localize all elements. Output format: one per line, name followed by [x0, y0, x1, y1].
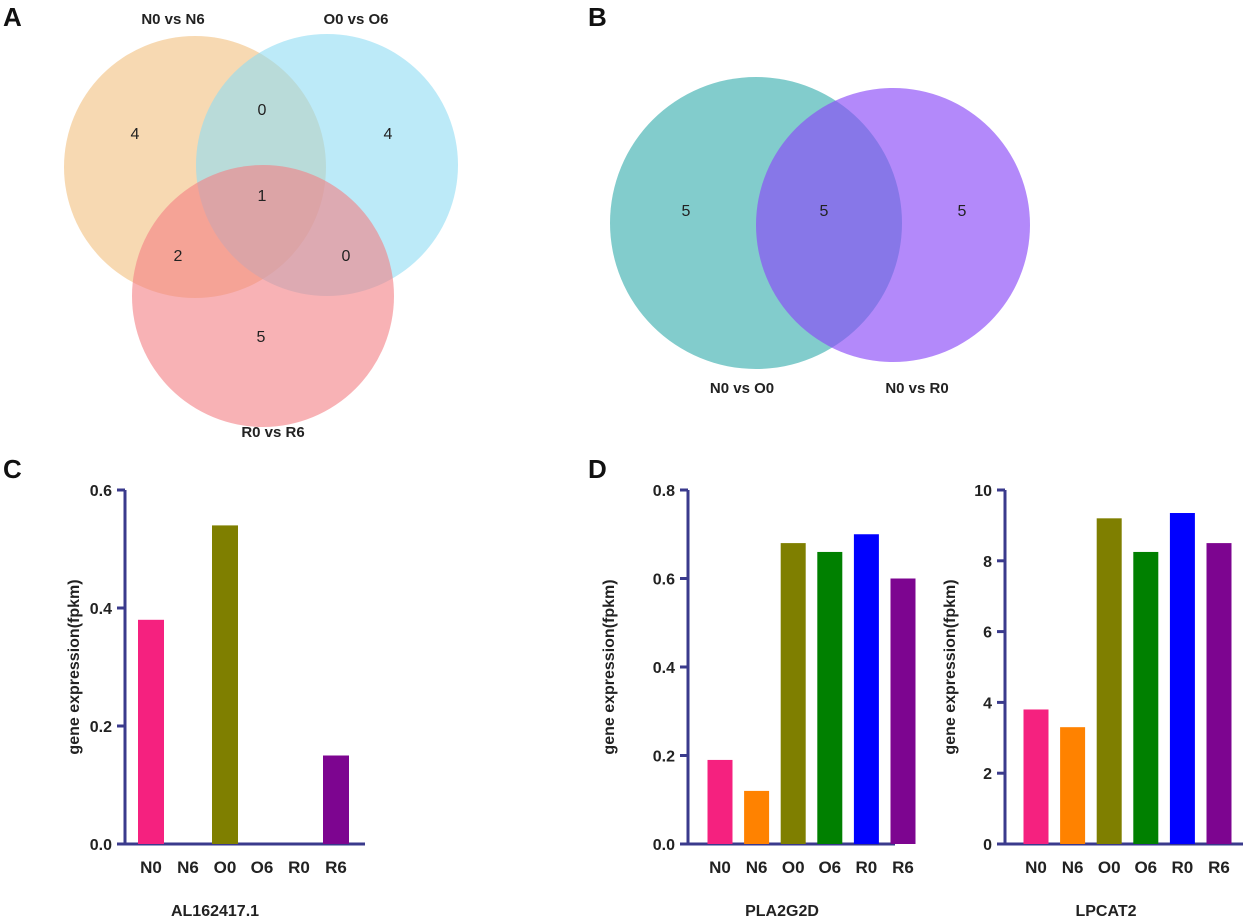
pla2g2d-bar-r6 — [890, 578, 916, 844]
venn-b-count-right-only: 5 — [958, 203, 967, 220]
pla2g2d-y-tick-label: 0.8 — [653, 483, 675, 500]
pla2g2d-x-tick-label: R6 — [892, 858, 914, 877]
pla2g2d-x-tick-label: N6 — [746, 858, 768, 877]
lpcat2-y-tick-label: 0 — [983, 837, 992, 854]
pla2g2d-bar-o6 — [817, 551, 843, 844]
panel-label-d: D — [588, 454, 607, 484]
lpcat2-x-tick-label: N0 — [1025, 858, 1047, 877]
al162417-1-y-tick-label: 0.0 — [90, 837, 112, 854]
venn-diagram-b: 5 5 5 N0 vs O0 N0 vs R0 — [610, 77, 1030, 397]
lpcat2-x-tick-label: R6 — [1208, 858, 1230, 877]
lpcat2-x-axis-title: LPCAT2 — [1075, 903, 1136, 920]
lpcat2-bar-r0 — [1169, 513, 1195, 844]
lpcat2-y-tick-label: 6 — [983, 625, 992, 642]
al162417-1-y-axis-title: gene expression(fpkm) — [66, 579, 83, 754]
pla2g2d-bar-n0 — [707, 759, 733, 844]
lpcat2-y-axis-title: gene expression(fpkm) — [942, 579, 959, 754]
al162417-1-bar-o0 — [212, 525, 238, 844]
lpcat2-bar-n0 — [1023, 709, 1049, 844]
venn-a-set-label-n0-vs-n6: N0 vs N6 — [141, 11, 204, 28]
lpcat2-bar-o0 — [1096, 518, 1122, 844]
pla2g2d-bar-o0 — [780, 543, 806, 844]
al162417-1-y-tick-label: 0.4 — [90, 601, 112, 618]
pla2g2d-y-tick-label: 0.6 — [653, 572, 675, 589]
al162417-1-bar-n0 — [138, 619, 164, 844]
venn-diagram-a: N0 vs N6 O0 vs O6 R0 vs R6 4 4 0 1 2 0 5 — [64, 11, 458, 441]
venn-a-circle-r0-vs-r6 — [132, 165, 394, 427]
al162417-1-x-tick-label: N6 — [177, 858, 199, 877]
pla2g2d-x-tick-label: R0 — [856, 858, 878, 877]
lpcat2-bar-r6 — [1206, 543, 1232, 844]
lpcat2-x-tick-label: R0 — [1172, 858, 1194, 877]
al162417-1-x-tick-label: N0 — [140, 858, 162, 877]
pla2g2d-x-tick-label: O0 — [782, 858, 805, 877]
bar-chart-al162417: 0.0 0.2 0.4 0.6 N0 N6 O0 O6 R0 R6 gene expression(… — [66, 483, 365, 920]
pla2g2d-y-tick-label: 0.2 — [653, 749, 675, 766]
al162417-1-x-tick-label: O6 — [251, 858, 274, 877]
lpcat2-y-tick-label: 2 — [983, 766, 992, 783]
lpcat2-y-tick-label: 10 — [974, 483, 992, 500]
venn-a-set-label-r0-vs-r6: R0 vs R6 — [241, 424, 304, 441]
al162417-1-y-tick-label: 0.6 — [90, 483, 112, 500]
lpcat2-x-tick-label: N6 — [1062, 858, 1084, 877]
pla2g2d-bar-r0 — [853, 534, 879, 844]
al162417-1-bar-r6 — [323, 755, 349, 844]
al162417-1-x-tick-label: R6 — [325, 858, 347, 877]
pla2g2d-y-tick-label: 0.0 — [653, 837, 675, 854]
al162417-1-x-axis-title: AL162417.1 — [171, 903, 259, 920]
bar-chart-pla2g2d: 0.0 0.2 0.4 0.6 0.8 N0 N6 O0 O6 R0 R6 gene expressi… — [601, 483, 916, 920]
bar-chart-lpcat2: 0 2 4 6 8 10 N0 N6 O0 O6 R0 R6 gene expression(fpkm)… — [942, 483, 1243, 920]
al162417-1-y-tick-label: 0.2 — [90, 719, 112, 736]
venn-b-set-label-n0-vs-o0: N0 vs O0 — [710, 380, 774, 397]
al162417-1-x-tick-label: O0 — [214, 858, 237, 877]
pla2g2d-x-tick-label: N0 — [709, 858, 731, 877]
venn-b-count-left-only: 5 — [682, 203, 691, 220]
lpcat2-x-tick-label: O6 — [1134, 858, 1157, 877]
venn-a-count-n-r: 2 — [174, 248, 183, 265]
lpcat2-bar-o6 — [1133, 551, 1159, 844]
venn-a-count-n-o: 0 — [258, 102, 267, 119]
venn-b-circle-n0-vs-r0 — [756, 88, 1030, 362]
pla2g2d-x-axis-title: PLA2G2D — [745, 903, 819, 920]
venn-a-count-n-only: 4 — [131, 126, 140, 143]
panel-label-a: A — [3, 2, 22, 32]
venn-a-count-o-only: 4 — [384, 126, 393, 143]
panel-label-b: B — [588, 2, 607, 32]
venn-a-count-o-r: 0 — [342, 248, 351, 265]
pla2g2d-x-tick-label: O6 — [818, 858, 841, 877]
lpcat2-y-tick-label: 8 — [983, 554, 992, 571]
lpcat2-bar-n6 — [1060, 727, 1086, 844]
venn-a-count-n-o-r: 1 — [258, 188, 267, 205]
venn-b-count-both: 5 — [820, 203, 829, 220]
panel-label-c: C — [3, 454, 22, 484]
pla2g2d-y-tick-label: 0.4 — [653, 660, 675, 677]
venn-a-count-r-only: 5 — [257, 329, 266, 346]
venn-a-set-label-o0-vs-o6: O0 vs O6 — [323, 11, 388, 28]
lpcat2-x-tick-label: O0 — [1098, 858, 1121, 877]
lpcat2-y-tick-label: 4 — [983, 695, 992, 712]
pla2g2d-y-axis-title: gene expression(fpkm) — [601, 579, 618, 754]
venn-b-set-label-n0-vs-r0: N0 vs R0 — [885, 380, 948, 397]
al162417-1-x-tick-label: R0 — [288, 858, 310, 877]
pla2g2d-bar-n6 — [744, 790, 770, 844]
